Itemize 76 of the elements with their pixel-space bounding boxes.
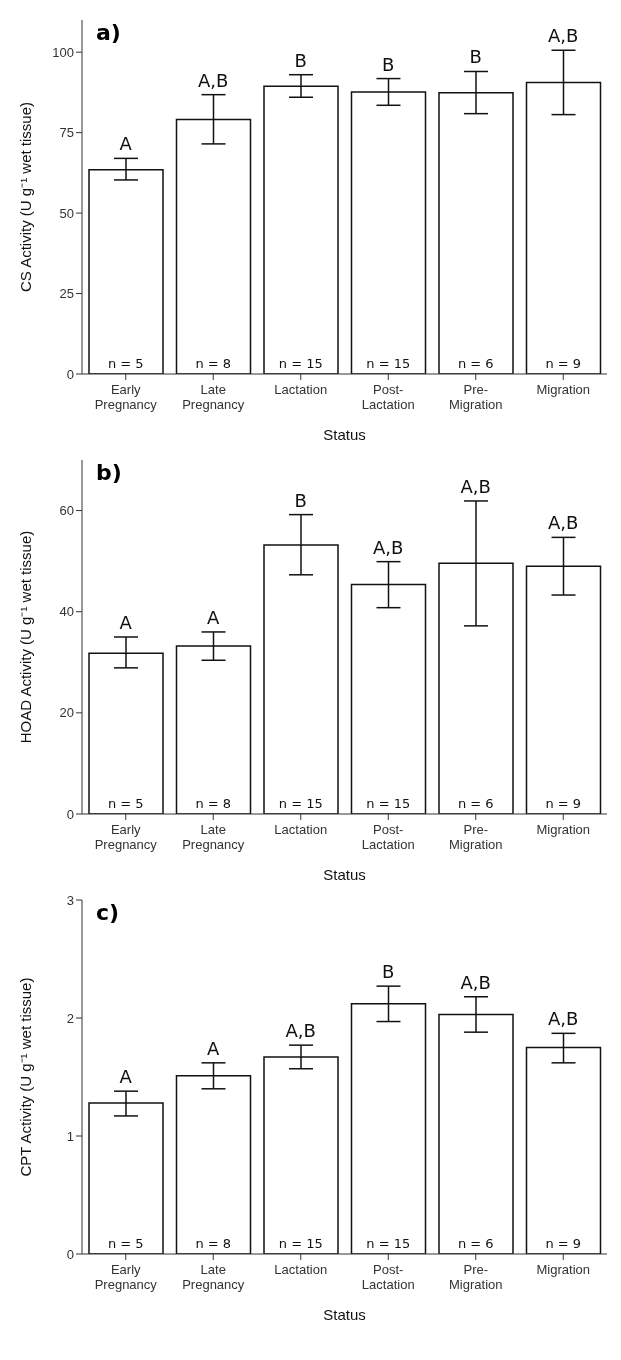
y-axis-title: CPT Activity (U g⁻¹ wet tissue) xyxy=(17,977,35,1177)
annotation: A xyxy=(119,133,133,155)
annotation: A,B xyxy=(548,1008,579,1030)
annotation: n = 15 xyxy=(366,1236,411,1251)
y-tick-label: 75 xyxy=(59,125,74,141)
x-tick-label: Pre-Migration xyxy=(449,1262,503,1292)
annotation: n = 15 xyxy=(366,356,411,371)
x-tick-label: Early Pregnancy xyxy=(94,822,158,852)
annotation: n = 6 xyxy=(457,1236,494,1251)
x-tick-label: Late Pregnancy xyxy=(182,1262,245,1292)
chart-title: c) xyxy=(96,900,120,925)
y-axis-title: HOAD Activity (U g⁻¹ wet tissue) xyxy=(17,530,35,744)
annotation: B xyxy=(382,961,395,983)
x-tick-label: Late Pregnancy xyxy=(182,822,245,852)
y-tick-label: 0 xyxy=(66,1246,74,1262)
y-tick-label: 0 xyxy=(66,806,74,822)
y-tick-label: 20 xyxy=(59,705,74,721)
annotation: n = 8 xyxy=(195,1236,232,1251)
x-tick-label: Migration xyxy=(536,382,590,397)
x-axis-title: Status xyxy=(323,1306,366,1323)
annotation: A xyxy=(207,606,221,628)
x-axis-title: Status xyxy=(323,426,366,443)
chart-title: a) xyxy=(96,20,121,45)
annotation: n = 15 xyxy=(278,356,323,371)
annotation: A,B xyxy=(198,69,229,91)
annotation: A xyxy=(119,612,133,633)
annotation: A xyxy=(207,1037,221,1059)
annotation: A,B xyxy=(548,512,579,534)
annotation: n = 15 xyxy=(278,796,323,811)
chart-title: b) xyxy=(96,460,122,485)
annotation: n = 6 xyxy=(457,796,494,811)
y-tick-label: 100 xyxy=(52,44,74,60)
annotation: A xyxy=(119,1066,133,1088)
annotation: n = 9 xyxy=(545,1236,582,1251)
x-tick-label: Early Pregnancy xyxy=(94,1262,158,1292)
y-tick-label: 40 xyxy=(59,604,74,620)
annotation: B xyxy=(294,49,307,71)
x-tick-label: Migration xyxy=(536,1262,590,1277)
annotation: n = 5 xyxy=(107,356,144,371)
y-tick-label: 60 xyxy=(59,503,74,519)
annotation: A,B xyxy=(460,475,491,497)
annotation: n = 5 xyxy=(107,1236,144,1251)
annotation: B xyxy=(294,489,307,511)
annotation: n = 8 xyxy=(195,796,232,811)
x-tick-label: Early Pregnancy xyxy=(94,382,158,412)
annotation: B xyxy=(382,53,395,75)
x-tick-label: Post-Lactation xyxy=(361,822,415,852)
x-tick-label: Lactation xyxy=(274,1262,328,1277)
x-tick-label: Pre-Migration xyxy=(449,822,503,852)
annotation: A,B xyxy=(460,971,491,993)
x-tick-label: Post-Lactation xyxy=(361,382,415,412)
x-tick-label: Migration xyxy=(536,822,590,837)
y-axis-title: CS Activity (U g⁻¹ wet tissue) xyxy=(17,101,35,293)
annotation: A,B xyxy=(548,25,579,47)
x-tick-label: Pre-Migration xyxy=(449,382,503,412)
y-tick-label: 3 xyxy=(66,892,74,908)
x-tick-label: Lactation xyxy=(274,382,328,397)
annotation: n = 8 xyxy=(195,356,232,371)
y-tick-label: 50 xyxy=(59,205,74,221)
annotation: n = 5 xyxy=(107,796,144,811)
annotation: A,B xyxy=(285,1020,316,1042)
annotation: A,B xyxy=(373,536,404,558)
y-tick-label: 1 xyxy=(66,1128,74,1144)
annotation: n = 15 xyxy=(366,796,411,811)
annotation: n = 9 xyxy=(545,796,582,811)
annotation: n = 6 xyxy=(457,356,494,371)
x-tick-label: Late Pregnancy xyxy=(182,382,245,412)
x-tick-label: Post-Lactation xyxy=(361,1262,415,1292)
y-tick-label: 2 xyxy=(66,1010,74,1026)
y-tick-label: 0 xyxy=(66,366,74,382)
annotation: B xyxy=(469,46,482,68)
annotation: n = 15 xyxy=(278,1236,323,1251)
annotation: n = 9 xyxy=(545,356,582,371)
x-axis-title: Status xyxy=(323,866,366,883)
x-tick-label: Lactation xyxy=(274,822,328,837)
y-tick-label: 25 xyxy=(59,286,74,302)
